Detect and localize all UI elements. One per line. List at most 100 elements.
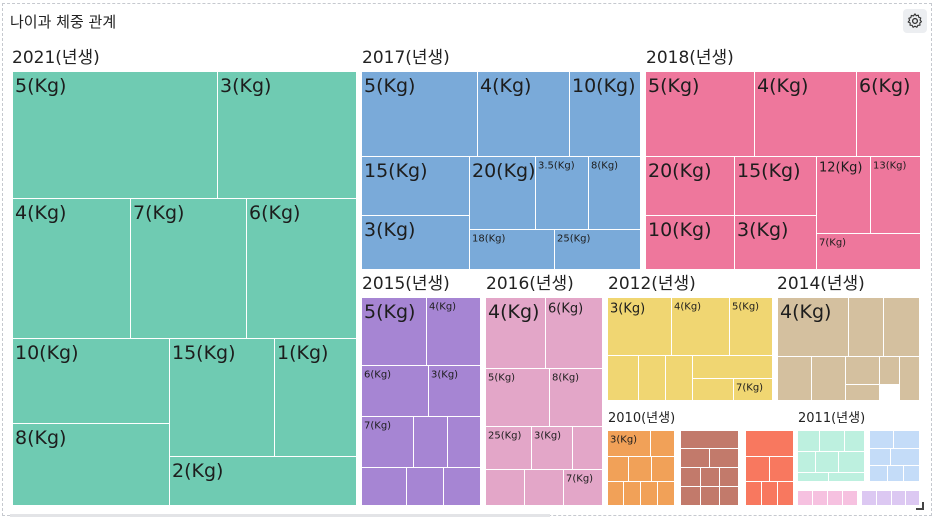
treemap-cell[interactable]	[629, 457, 651, 481]
treemap-cell[interactable]	[755, 72, 856, 156]
treemap-cell[interactable]	[681, 431, 738, 448]
treemap-cell[interactable]	[13, 424, 169, 505]
treemap-cell[interactable]	[536, 157, 588, 229]
treemap-cell[interactable]	[666, 356, 692, 400]
treemap-cell[interactable]	[486, 369, 549, 426]
settings-button[interactable]	[903, 9, 927, 33]
treemap-cell[interactable]	[734, 379, 772, 400]
treemap-cell[interactable]	[829, 473, 864, 481]
treemap-cell[interactable]	[470, 230, 554, 269]
treemap-cell[interactable]	[13, 339, 169, 423]
treemap-cell[interactable]	[362, 298, 426, 365]
treemap-cell[interactable]	[870, 466, 887, 481]
treemap-cell[interactable]	[798, 473, 828, 481]
treemap-cell[interactable]	[639, 356, 665, 400]
treemap-cell[interactable]	[608, 482, 623, 505]
treemap-cell[interactable]	[652, 457, 674, 481]
treemap-cell[interactable]	[681, 487, 700, 505]
treemap-cell[interactable]	[813, 491, 827, 505]
treemap-cell[interactable]	[362, 417, 413, 467]
treemap-cell[interactable]	[877, 491, 891, 505]
treemap-cell[interactable]	[770, 457, 793, 481]
treemap-cell[interactable]	[672, 298, 729, 355]
treemap-cell[interactable]	[275, 339, 356, 456]
treemap-cell[interactable]	[778, 357, 811, 400]
treemap-cell[interactable]	[710, 449, 738, 467]
treemap-cell[interactable]	[658, 482, 674, 505]
treemap-cell[interactable]	[362, 366, 428, 416]
treemap-cell[interactable]	[817, 157, 870, 233]
treemap-cell[interactable]	[448, 417, 480, 467]
treemap-cell[interactable]	[846, 385, 879, 400]
treemap-cell[interactable]	[843, 491, 857, 505]
treemap-cell[interactable]	[427, 298, 480, 365]
treemap-cell[interactable]	[884, 298, 919, 356]
treemap-cell[interactable]	[693, 356, 772, 378]
treemap-cell[interactable]	[362, 157, 469, 215]
treemap-cell[interactable]	[870, 449, 890, 465]
treemap-cell[interactable]	[362, 72, 477, 156]
treemap-cell[interactable]	[550, 369, 602, 426]
treemap-cell[interactable]	[247, 199, 356, 338]
treemap-cell[interactable]	[735, 157, 816, 215]
treemap-cell[interactable]	[730, 298, 772, 355]
treemap-cell[interactable]	[846, 357, 879, 384]
treemap-cell[interactable]	[651, 431, 674, 456]
treemap-cell[interactable]	[778, 298, 848, 356]
treemap-cell[interactable]	[820, 431, 844, 451]
treemap-cell[interactable]	[828, 491, 842, 505]
treemap-cell[interactable]	[871, 157, 920, 233]
treemap-cell[interactable]	[862, 491, 876, 505]
treemap-cell[interactable]	[746, 482, 761, 505]
treemap-cell[interactable]	[762, 482, 777, 505]
treemap-cell[interactable]	[646, 157, 734, 215]
treemap-cell[interactable]	[486, 427, 531, 469]
treemap-cell[interactable]	[904, 466, 919, 481]
treemap-cell[interactable]	[608, 431, 650, 456]
treemap-cell[interactable]	[857, 72, 920, 156]
treemap-cell[interactable]	[414, 417, 447, 467]
treemap-cell[interactable]	[812, 357, 845, 400]
treemap-cell[interactable]	[817, 234, 920, 269]
horizontal-scrollbar[interactable]	[10, 514, 550, 517]
treemap-cell[interactable]	[362, 468, 406, 505]
treemap-cell[interactable]	[746, 431, 793, 456]
treemap-cell[interactable]	[720, 487, 738, 505]
treemap-cell[interactable]	[429, 366, 480, 416]
treemap-cell[interactable]	[470, 157, 535, 229]
treemap-cell[interactable]	[778, 482, 793, 505]
treemap-cell[interactable]	[900, 357, 919, 400]
treemap-cell[interactable]	[646, 216, 734, 269]
treemap-cell[interactable]	[816, 452, 838, 472]
treemap-cell[interactable]	[532, 427, 572, 469]
treemap-cell[interactable]	[608, 298, 671, 355]
treemap-cell[interactable]	[641, 482, 657, 505]
treemap-cell[interactable]	[608, 356, 638, 400]
treemap-cell[interactable]	[894, 431, 919, 448]
treemap-cell[interactable]	[407, 468, 443, 505]
treemap-cell[interactable]	[839, 452, 864, 472]
treemap-cell[interactable]	[880, 357, 899, 384]
treemap-cell[interactable]	[892, 491, 905, 505]
treemap-cell[interactable]	[589, 157, 640, 229]
treemap-cell[interactable]	[555, 230, 640, 269]
treemap-cell[interactable]	[681, 449, 709, 467]
treemap-cell[interactable]	[170, 339, 274, 456]
treemap-cell[interactable]	[608, 457, 628, 481]
treemap-cell[interactable]	[701, 487, 719, 505]
treemap-cell[interactable]	[570, 72, 640, 156]
treemap-cell[interactable]	[870, 431, 893, 448]
treemap-cell[interactable]	[720, 468, 738, 486]
treemap-cell[interactable]	[170, 457, 356, 505]
treemap-cell[interactable]	[13, 72, 217, 198]
treemap-cell[interactable]	[486, 298, 545, 368]
treemap-cell[interactable]	[362, 216, 469, 269]
treemap-cell[interactable]	[888, 466, 903, 481]
treemap-cell[interactable]	[486, 470, 524, 505]
treemap-cell[interactable]	[444, 468, 480, 505]
treemap-cell[interactable]	[798, 452, 815, 472]
treemap-cell[interactable]	[546, 298, 602, 368]
treemap-cell[interactable]	[478, 72, 569, 156]
treemap-cell[interactable]	[564, 470, 602, 505]
treemap-cell[interactable]	[681, 468, 700, 486]
